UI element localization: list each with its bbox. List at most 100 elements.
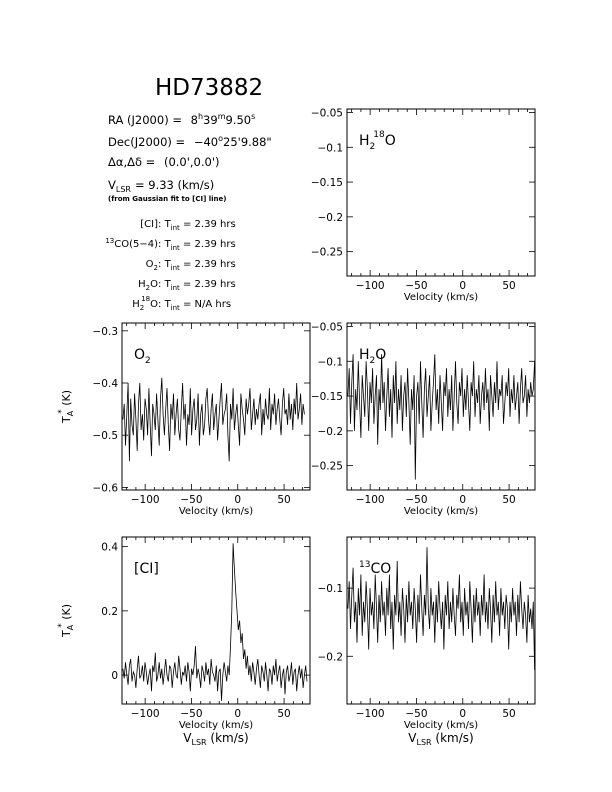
line-sub: 2	[140, 304, 144, 312]
x-tick-label: 0	[459, 280, 466, 292]
tint-sub: int	[171, 284, 180, 292]
figure-title: HD73882	[155, 75, 263, 101]
label-main: H	[359, 133, 370, 149]
x-tick-label: −100	[131, 494, 160, 506]
x-tick-label: 50	[502, 708, 515, 720]
dec-degrees: −40	[194, 135, 218, 149]
x-tick-label: 0	[459, 494, 466, 506]
x-tick-label: −50	[405, 708, 427, 720]
line-post: O	[150, 279, 158, 290]
x-axis-label: Velocity (km/s)	[179, 506, 253, 517]
vlsr-value: = 9.33 (km/s)	[135, 178, 214, 192]
x-axis-label: Velocity (km/s)	[404, 292, 478, 303]
vlsr-axis-label: VLSR (km/s)	[408, 731, 473, 747]
tint-sub: int	[171, 244, 180, 252]
tint-sub: int	[171, 304, 180, 312]
integration-line-label: O2	[146, 259, 158, 272]
integration-line-label: 13CO(5−4)	[105, 237, 158, 250]
tint-value: = 2.39 hrs	[180, 239, 236, 250]
panel-h218o: −100 −50 0 50 −0.05 −0.1 −0.15 −0.2 −0.25 H2 18O Ve…	[311, 107, 536, 303]
y-tick-label: −0.2	[318, 426, 344, 438]
y-tick-label: 0	[111, 670, 118, 682]
panel-13co: −100 −50 0 50 −0.1 −0.2 13CO Velocity (km/s)VLS…	[318, 536, 536, 747]
y-tick-label: −0.05	[311, 107, 343, 119]
label-sub: 2	[370, 142, 376, 152]
tint-sub: int	[171, 264, 180, 272]
tint-label: T	[164, 279, 172, 290]
ra-h-unit: h	[198, 112, 203, 121]
svg-text:Dec(J2000) = −40o25'9.88: Dec(J2000) = −40o25'9.88"	[108, 134, 272, 149]
label-sub: 2	[370, 356, 376, 366]
y-tick-label: −0.15	[311, 391, 343, 403]
label-main: O	[134, 347, 145, 363]
y-tick-label: −0.2	[318, 212, 344, 224]
ra-seconds: 9.50	[225, 113, 251, 127]
y-tick-label: −0.25	[311, 247, 343, 259]
panel-frame	[121, 536, 311, 705]
x-tick-label: −50	[405, 494, 427, 506]
line-name: [CI]	[140, 219, 158, 230]
panel-frame	[346, 536, 536, 705]
panel-label: O2	[134, 347, 151, 366]
tint-value: = 2.39 hrs	[180, 259, 236, 270]
tint-value: = 2.39 hrs	[180, 219, 236, 230]
line-name: O	[146, 259, 154, 270]
line-name: H	[132, 299, 140, 310]
y-tick-label: −0.15	[311, 177, 343, 189]
x-tick-label: 50	[277, 708, 290, 720]
panel-o2: −100 −50 0 50 −0.3 −0.4 −0.5 −0.6 O2 Velocity (km…	[57, 322, 311, 517]
ra-m-unit: m	[218, 112, 226, 121]
y-tick-label: 0.4	[101, 542, 118, 554]
panel-ci: −100 −50 0 50 0 0.2 0.4 [CI] Velocity (km/s)VLSR…	[57, 536, 311, 747]
x-tick-label: −100	[356, 708, 385, 720]
x-tick-label: −50	[180, 708, 202, 720]
offset-label: Δα,Δδ =	[108, 155, 155, 169]
integration-value: : Tint = 2.39 hrs	[158, 259, 236, 272]
tint-label: T	[164, 219, 172, 230]
isotope-sup: 18	[141, 295, 150, 303]
offset-value: (0.0',0.0')	[164, 155, 220, 169]
integration-row: O2: Tint = 2.39 hrs	[146, 259, 236, 272]
spectrum-line	[347, 547, 535, 670]
panel-h2o: −100 −50 0 50 −0.05 −0.1 −0.15 −0.2 −0.25 H2O Velo…	[311, 321, 536, 517]
integration-row: H218O: Tint = N/A hrs	[132, 295, 231, 312]
label-pre: 13	[359, 560, 370, 570]
line-sub: 2	[154, 264, 158, 272]
tint-label: T	[164, 259, 172, 270]
vlsr-label: V	[108, 178, 116, 192]
integration-value: : Tint = N/A hrs	[158, 299, 231, 312]
label-main: [CI]	[134, 561, 159, 577]
line-post: O	[150, 299, 158, 310]
y-tick-label: −0.25	[311, 461, 343, 473]
vlsr-axis-label: VLSR (km/s)	[183, 731, 248, 747]
x-axis-label: Velocity (km/s)	[404, 506, 478, 517]
spectrum-line	[347, 354, 535, 480]
integration-value: : Tint = 2.39 hrs	[158, 219, 236, 232]
y-tick-label: 0.2	[101, 606, 118, 618]
x-tick-label: −100	[356, 494, 385, 506]
svg-text:VLSR= 9.33 (km/s): VLSR = 9.33 (km/s)	[108, 178, 214, 194]
panel-label: 13CO	[359, 560, 391, 577]
x-tick-label: −100	[131, 708, 160, 720]
line-name: CO(5−4)	[114, 239, 158, 250]
svg-text:RA (J2000) = 8h39m9.50s: RA (J2000) = 8h39m9.50s	[108, 112, 255, 127]
integration-row: 13CO(5−4): Tint = 2.39 hrs	[105, 237, 235, 252]
y-tick-label: −0.4	[93, 378, 119, 390]
dec-deg-unit: o	[218, 134, 223, 143]
dec-label: Dec(J2000) =	[108, 135, 185, 149]
integration-row: [CI]: Tint = 2.39 hrs	[140, 219, 235, 232]
tint-label: T	[164, 239, 172, 250]
y-tick-label: −0.5	[93, 430, 119, 442]
integration-line-label: H2O	[138, 279, 158, 292]
y-tick-label: −0.2	[318, 651, 344, 663]
dec-arcsec: 9.88"	[241, 135, 272, 149]
y-tick-label: −0.05	[311, 321, 343, 333]
panel-label: [CI]	[134, 561, 159, 577]
x-tick-label: 50	[277, 494, 290, 506]
vlsr-note: (from Gaussian fit to [CI] line)	[108, 195, 226, 203]
ra-label: RA (J2000) =	[108, 113, 182, 127]
dec-arcmin: 25'	[223, 135, 241, 149]
x-tick-label: −50	[405, 280, 427, 292]
label-sub: 2	[145, 356, 151, 366]
